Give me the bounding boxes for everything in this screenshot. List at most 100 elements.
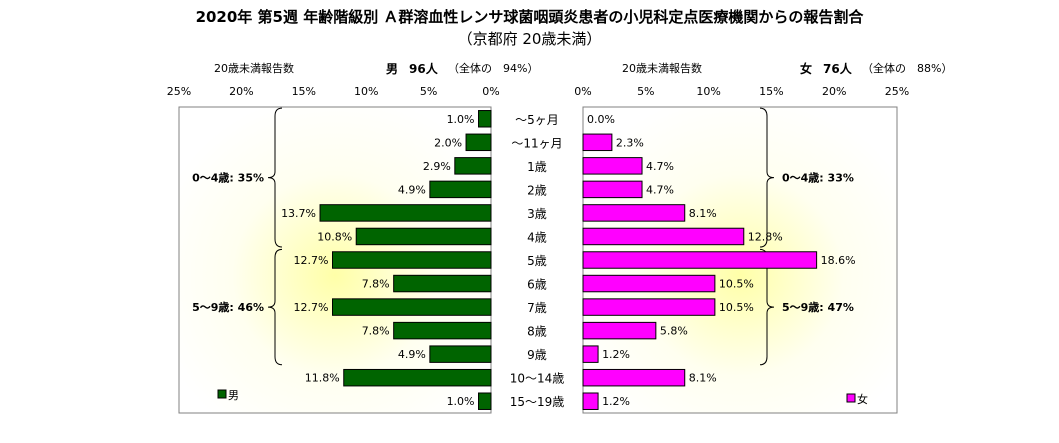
female-data-label: 10.5%: [719, 278, 754, 291]
male-bar: [429, 345, 492, 363]
male-bar: [478, 392, 492, 410]
legend-male-swatch: [217, 389, 227, 399]
female-bar: [582, 180, 643, 199]
male-data-label: 10.8%: [317, 230, 352, 243]
female-data-label: 0.0%: [587, 113, 615, 126]
female-data-label: 5.8%: [660, 325, 688, 338]
male-data-label: 12.7%: [294, 301, 329, 314]
x-tick-label-left: 10%: [354, 85, 378, 98]
category-label: 7歳: [527, 301, 547, 315]
female-header-sex: 女: [800, 62, 813, 76]
male-header-count: 96人: [409, 62, 438, 76]
x-tick-label-left: 0%: [482, 85, 499, 98]
male-data-label: 1.0%: [447, 395, 475, 408]
right-age-group-label: 0～4歳: 33%: [782, 171, 854, 185]
female-bar: [582, 204, 686, 222]
male-bar: [319, 204, 492, 222]
male-header-share: （全体の 94%）: [448, 62, 539, 75]
female-bar: [582, 274, 716, 293]
male-data-label: 4.9%: [398, 183, 426, 196]
left-age-group-label: 5～9歳: 46%: [192, 300, 264, 314]
male-header-label: 20歳未満報告数: [214, 62, 294, 75]
male-bar: [393, 321, 492, 340]
legend-male-label: 男: [228, 389, 239, 402]
male-data-label: 11.8%: [305, 372, 340, 385]
female-header-share: （全体の 88%）: [862, 62, 953, 75]
right-age-group-brace: [759, 107, 775, 248]
female-bar: [582, 157, 643, 175]
female-bar: [582, 227, 745, 246]
x-tick-label-left: 15%: [292, 85, 316, 98]
male-data-label: 12.7%: [294, 254, 329, 267]
female-data-label: 4.7%: [646, 160, 674, 173]
male-data-label: 2.9%: [423, 160, 451, 173]
female-data-label: 8.1%: [689, 372, 717, 385]
category-label: 8歳: [527, 325, 547, 339]
male-bar: [393, 274, 492, 293]
legend-female-label: 女: [857, 392, 868, 406]
female-bar: [582, 321, 657, 340]
male-bar: [478, 110, 492, 128]
female-bar: [582, 392, 599, 410]
category-label: 6歳: [527, 278, 547, 292]
female-bar: [582, 251, 818, 269]
male-bar: [454, 157, 492, 175]
x-tick-label-right: 0%: [574, 85, 591, 98]
male-data-label: 13.7%: [281, 207, 316, 220]
female-header-label: 20歳未満報告数: [622, 62, 702, 75]
female-data-label: 12.8%: [748, 230, 783, 243]
male-bar: [429, 180, 492, 199]
chart-title: 2020年 第5週 年齢階級別 Ａ群溶血性レンサ球菌咽頭炎患者の小児科定点医療機…: [195, 8, 864, 26]
left-age-group-brace: [267, 107, 283, 248]
x-tick-label-left: 20%: [229, 85, 253, 98]
category-label: 9歳: [527, 348, 547, 362]
male-data-label: 4.9%: [398, 348, 426, 361]
x-tick-label-left: 5%: [420, 85, 437, 98]
male-bar: [465, 133, 492, 152]
category-label: 4歳: [527, 230, 547, 244]
category-label: 15～19歳: [510, 395, 565, 409]
female-bar: [582, 345, 599, 363]
category-label: 2歳: [527, 183, 547, 197]
category-label: 1歳: [527, 160, 547, 174]
female-data-label: 1.2%: [602, 395, 630, 408]
female-header-sex-count: 女 76人: [800, 60, 852, 77]
left-age-group-label: 0～4歳: 35%: [192, 171, 264, 185]
male-data-label: 7.8%: [362, 278, 390, 291]
female-data-label: 10.5%: [719, 301, 754, 314]
male-data-label: 1.0%: [447, 113, 475, 126]
male-bar: [332, 298, 492, 316]
category-label: 5歳: [527, 254, 547, 268]
chart-subtitle: （京都府 20歳未満）: [457, 30, 602, 48]
female-data-label: 4.7%: [646, 183, 674, 196]
female-data-label: 1.2%: [602, 348, 630, 361]
right-age-group-label: 5～9歳: 47%: [782, 300, 854, 314]
x-tick-label-right: 15%: [759, 85, 783, 98]
female-data-label: 18.6%: [821, 254, 856, 267]
x-tick-label-right: 5%: [637, 85, 654, 98]
female-data-label: 8.1%: [689, 207, 717, 220]
legend-female-swatch: [846, 393, 856, 403]
category-label: ～5ヶ月: [515, 113, 559, 127]
x-tick-label-right: 25%: [885, 85, 909, 98]
male-header-sex-count: 男 96人: [386, 60, 438, 77]
male-data-label: 7.8%: [362, 325, 390, 338]
female-data-label: 2.3%: [616, 136, 644, 149]
male-bar: [332, 251, 492, 269]
female-bar: [582, 368, 686, 387]
male-bar: [343, 368, 492, 387]
male-header-sex: 男: [386, 62, 399, 76]
category-label: ～11ヶ月: [511, 136, 562, 150]
male-bar: [355, 227, 492, 246]
female-bar: [582, 133, 613, 152]
female-header-count: 76人: [823, 62, 852, 76]
category-label: 3歳: [527, 207, 547, 221]
category-label: 10～14歳: [510, 372, 565, 386]
female-bar: [582, 298, 716, 316]
x-tick-label-right: 20%: [822, 85, 846, 98]
x-tick-label-right: 10%: [696, 85, 720, 98]
x-tick-label-left: 25%: [167, 85, 191, 98]
left-age-group-brace: [267, 248, 283, 366]
